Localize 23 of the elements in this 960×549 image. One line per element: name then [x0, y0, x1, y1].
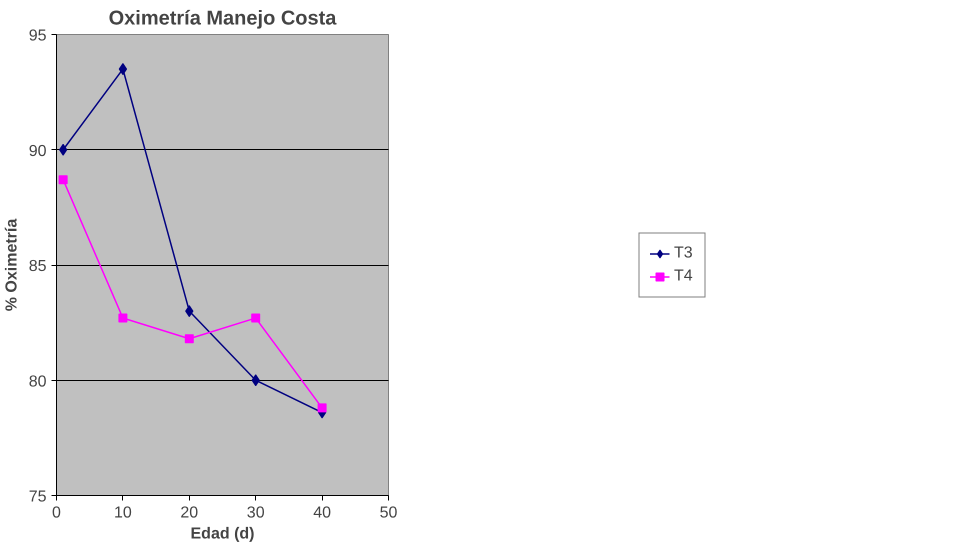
point [58, 175, 68, 184]
y-tick-label: 80 [28, 373, 47, 390]
point [184, 334, 194, 344]
point [58, 144, 68, 156]
legend-label: T4 [674, 267, 694, 285]
x-tick-label: 50 [380, 504, 398, 522]
point [118, 63, 128, 76]
chart-title: Oximetría Manejo Costa [108, 8, 338, 30]
x-tick-label: 40 [313, 504, 332, 522]
legend-label: T3 [674, 244, 694, 262]
x-tick-label: 10 [114, 504, 132, 522]
x-tick-label: 30 [246, 504, 265, 522]
x-axis-title: Edad (d) [190, 526, 255, 542]
y-tick-label: 90 [28, 142, 47, 160]
y-tick-label: 85 [28, 258, 47, 275]
y-tick-label: 95 [28, 28, 47, 44]
point [251, 314, 260, 323]
x-tick-label: 20 [180, 504, 198, 522]
point [318, 403, 327, 412]
y-axis-title: % Oximetría [4, 218, 21, 312]
y-tick-label: 75 [28, 488, 47, 506]
point [118, 314, 128, 323]
x-tick-label: 0 [52, 504, 62, 522]
